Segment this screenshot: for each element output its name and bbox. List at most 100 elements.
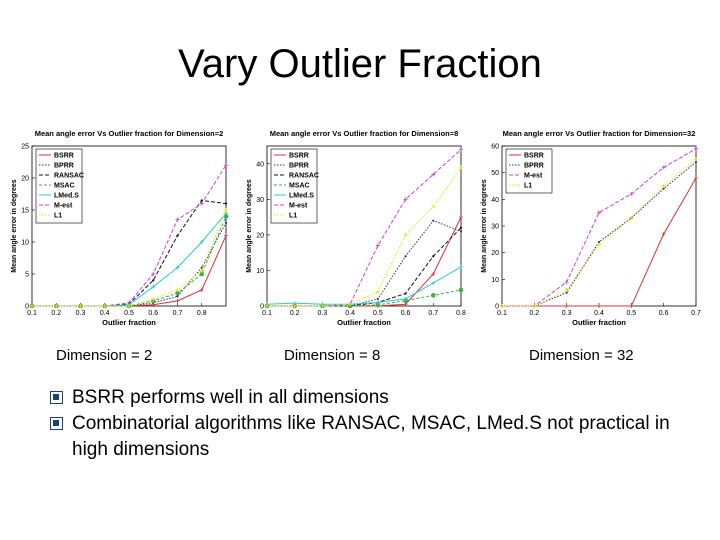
data-point bbox=[151, 272, 156, 276]
x-tick-label: 0.4 bbox=[100, 310, 110, 317]
x-tick-label: 0.4 bbox=[594, 310, 604, 317]
y-tick-label: 20 bbox=[256, 232, 264, 239]
data-point bbox=[629, 304, 634, 308]
x-tick-label: 0.1 bbox=[262, 310, 272, 317]
data-point bbox=[459, 264, 463, 269]
chart-title: Mean angle error Vs Outlier fraction for… bbox=[35, 129, 224, 138]
y-tick-label: 10 bbox=[256, 268, 264, 275]
x-tick-label: 0.4 bbox=[345, 310, 355, 317]
data-point bbox=[597, 240, 601, 244]
data-point bbox=[597, 210, 601, 215]
y-tick-label: 0 bbox=[495, 304, 499, 311]
data-point bbox=[175, 298, 180, 303]
data-point bbox=[694, 146, 698, 151]
x-tick-label: 0.7 bbox=[428, 310, 438, 317]
legend-label: MSAC bbox=[289, 183, 310, 190]
data-point bbox=[694, 160, 698, 164]
legend-box bbox=[505, 148, 553, 194]
legend-label: BPRR bbox=[524, 163, 544, 170]
x-tick-label: 0.2 bbox=[529, 310, 539, 317]
legend-box bbox=[35, 148, 83, 224]
data-point bbox=[564, 288, 569, 292]
data-point bbox=[376, 297, 379, 300]
legend-box bbox=[270, 148, 318, 224]
x-tick-label: 0.1 bbox=[497, 310, 507, 317]
data-point bbox=[431, 204, 436, 209]
legend-label: L1 bbox=[289, 213, 297, 220]
chart-title: Mean angle error Vs Outlier fraction for… bbox=[503, 129, 696, 138]
bullet-text: BSRR performs well in all dimensions bbox=[72, 387, 389, 408]
data-point bbox=[102, 304, 107, 308]
x-tick-label: 0.7 bbox=[691, 310, 701, 317]
data-point bbox=[694, 176, 698, 180]
data-point bbox=[175, 288, 180, 292]
data-point bbox=[431, 272, 436, 276]
data-point bbox=[597, 242, 601, 247]
dimension-label-8: Dimension = 8 bbox=[284, 347, 381, 364]
data-point bbox=[459, 230, 463, 233]
data-point bbox=[199, 268, 204, 273]
data-point bbox=[661, 165, 666, 170]
data-point bbox=[176, 234, 179, 237]
data-point bbox=[224, 221, 228, 224]
data-point bbox=[459, 215, 463, 220]
y-axis-label: Mean angle error in degrees bbox=[481, 179, 488, 272]
y-tick-label: 30 bbox=[491, 224, 499, 231]
y-tick-label: 40 bbox=[256, 161, 264, 168]
data-point bbox=[152, 279, 155, 282]
x-tick-label: 0.2 bbox=[290, 310, 300, 317]
legend-label: M-est bbox=[289, 203, 308, 210]
series-line-lmed-s bbox=[266, 266, 462, 305]
data-point bbox=[403, 197, 408, 202]
y-tick-label: 60 bbox=[491, 144, 499, 151]
y-tick-label: 0 bbox=[260, 304, 264, 311]
data-point bbox=[199, 288, 204, 292]
series-line-m-est bbox=[267, 149, 462, 307]
data-point bbox=[375, 300, 380, 305]
chart-title: Mean angle error Vs Outlier fraction for… bbox=[270, 129, 459, 138]
x-tick-label: 0.2 bbox=[51, 310, 61, 317]
data-point bbox=[375, 289, 380, 294]
x-tick-label: 0.6 bbox=[401, 310, 411, 317]
data-point bbox=[320, 304, 325, 308]
series-line-bprr bbox=[267, 220, 462, 307]
x-axis-label: Outlier fraction bbox=[337, 318, 391, 327]
data-point bbox=[431, 172, 436, 177]
x-tick-label: 0.5 bbox=[124, 310, 134, 317]
data-point bbox=[348, 302, 353, 307]
data-point bbox=[430, 293, 436, 298]
bullet-list: BSRR performs well in all dimensions Com… bbox=[50, 385, 690, 463]
data-point bbox=[151, 284, 156, 289]
y-axis-label: Mean angle error in degrees bbox=[246, 179, 253, 272]
y-tick-label: 10 bbox=[21, 240, 29, 247]
dimension-label-2: Dimension = 2 bbox=[56, 347, 153, 364]
data-point bbox=[200, 199, 203, 202]
data-point bbox=[431, 280, 436, 285]
y-tick-label: 20 bbox=[491, 250, 499, 257]
y-tick-label: 10 bbox=[491, 277, 499, 284]
data-point bbox=[564, 304, 569, 308]
data-point bbox=[459, 147, 463, 152]
bullet-item: Combinatorial algorithms like RANSAC, MS… bbox=[50, 411, 690, 463]
data-point bbox=[265, 304, 269, 308]
legend-label: MSAC bbox=[54, 183, 75, 190]
data-point bbox=[175, 217, 180, 222]
data-point bbox=[30, 304, 34, 308]
x-tick-label: 0.8 bbox=[456, 310, 466, 317]
data-point bbox=[403, 296, 408, 301]
x-tick-label: 0.5 bbox=[373, 310, 383, 317]
y-tick-label: 20 bbox=[21, 176, 29, 183]
checkbox-bullet-icon bbox=[50, 391, 63, 404]
data-point bbox=[532, 304, 537, 308]
data-point bbox=[175, 265, 180, 270]
legend-label: LMed.S bbox=[289, 193, 314, 200]
x-tick-label: 0.3 bbox=[318, 310, 328, 317]
data-point bbox=[176, 295, 179, 298]
data-point bbox=[199, 201, 204, 206]
y-tick-label: 50 bbox=[491, 170, 499, 177]
data-point bbox=[564, 280, 569, 284]
legend-label: L1 bbox=[524, 183, 532, 190]
legend-label: BSRR bbox=[524, 153, 544, 160]
legend-label: LMed.S bbox=[54, 193, 79, 200]
y-tick-label: 40 bbox=[491, 197, 499, 204]
